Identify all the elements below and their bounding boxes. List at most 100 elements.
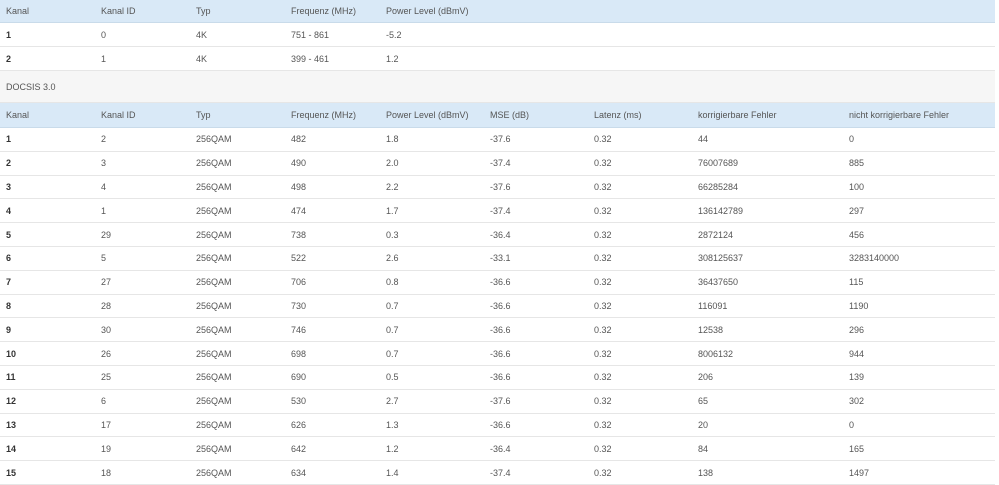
table-cell: -33.1 xyxy=(490,253,511,264)
table-cell: 256QAM xyxy=(196,396,232,407)
column-header: MSE (dB) xyxy=(490,110,530,120)
table-cell: 256QAM xyxy=(196,372,232,383)
table-cell: 2.7 xyxy=(386,396,399,407)
table-cell: 1 xyxy=(101,205,107,216)
table-row: 4 1 256QAM 474 1.7 -37.4 0.32 136142789 297 xyxy=(0,199,995,224)
table-cell: 0.7 xyxy=(386,324,399,335)
table-cell: 1497 xyxy=(849,467,870,478)
table-cell: 2.2 xyxy=(386,181,399,192)
table-cell: 0 xyxy=(101,29,107,40)
table-cell: 0.32 xyxy=(594,229,612,240)
table-row: 10 26 256QAM 698 0.7 -36.6 0.32 8006132 944 xyxy=(0,342,995,366)
table-cell: 634 xyxy=(291,467,307,478)
table-cell: 256QAM xyxy=(196,253,232,264)
table-cell: 2 xyxy=(6,158,12,169)
table-cell: 20 xyxy=(698,419,709,430)
column-header: Kanal xyxy=(6,6,30,16)
table-row: 6 5 256QAM 522 2.6 -33.1 0.32 308125637 32831400… xyxy=(0,247,995,271)
table-cell: 6 xyxy=(6,253,12,264)
table-cell: 1190 xyxy=(849,300,869,311)
table-row: 15 18 256QAM 634 1.4 -37.4 0.32 138 1497 xyxy=(0,461,995,485)
table-cell: 1 xyxy=(6,29,12,40)
table-row: 2 3 256QAM 490 2.0 -37.4 0.32 76007689 885 xyxy=(0,152,995,176)
table-cell: 5 xyxy=(101,253,107,264)
table-cell: -36.4 xyxy=(490,443,511,454)
column-header: Frequenz (MHz) xyxy=(291,6,357,16)
table-cell: 530 xyxy=(291,396,307,407)
table-cell: 100 xyxy=(849,181,865,192)
table-cell: 0.32 xyxy=(594,443,612,454)
table-cell: 12 xyxy=(6,396,17,407)
table-cell: 0.3 xyxy=(386,229,399,240)
table-cell: 0 xyxy=(849,419,855,430)
table-cell: 256QAM xyxy=(196,300,232,311)
table-cell: 0.32 xyxy=(594,158,612,169)
table-cell: -36.6 xyxy=(490,277,511,288)
column-header: Kanal ID xyxy=(101,110,136,120)
table-cell: 482 xyxy=(291,134,307,145)
table-cell: 1 xyxy=(101,53,107,64)
table-row: 1 0 4K 751 - 861 -5.2 xyxy=(0,23,995,47)
table-cell: 256QAM xyxy=(196,467,232,478)
column-header: nicht korrigierbare Fehler xyxy=(849,110,950,120)
table-cell: 165 xyxy=(849,443,865,454)
table-cell: 0.8 xyxy=(386,277,399,288)
table-cell: 13 xyxy=(6,419,17,430)
table-cell: 302 xyxy=(849,396,865,407)
table-cell: -37.4 xyxy=(490,158,511,169)
table-cell: 626 xyxy=(291,419,307,430)
column-header: Typ xyxy=(196,110,211,120)
table-cell: 0.32 xyxy=(594,324,612,335)
table-cell: 256QAM xyxy=(196,419,232,430)
table-cell: 738 xyxy=(291,229,307,240)
table-cell: 256QAM xyxy=(196,205,232,216)
table-cell: 1.2 xyxy=(386,53,399,64)
table-cell: 498 xyxy=(291,181,307,192)
table-row: 3 4 256QAM 498 2.2 -37.6 0.32 66285284 100 xyxy=(0,176,995,200)
table-cell: 642 xyxy=(291,443,307,454)
table-cell: 0.32 xyxy=(594,419,612,430)
table-cell: -36.4 xyxy=(490,229,511,240)
table-cell: 10 xyxy=(6,348,17,359)
table-cell: 0.7 xyxy=(386,348,399,359)
table-cell: 2872124 xyxy=(698,229,734,240)
table-cell: 14 xyxy=(6,443,17,454)
table-cell: 115 xyxy=(849,277,864,288)
table-cell: 19 xyxy=(101,443,112,454)
table-cell: 4 xyxy=(6,205,12,216)
table-cell: -5.2 xyxy=(386,29,402,40)
table-cell: 44 xyxy=(698,134,709,145)
table-cell: -37.6 xyxy=(490,181,511,192)
table-cell: -37.4 xyxy=(490,467,511,478)
header-row: Kanal Kanal ID Typ Frequenz (MHz) Power Leve… xyxy=(0,103,995,128)
table-cell: 2 xyxy=(6,53,12,64)
table-cell: 138 xyxy=(698,467,714,478)
table-cell: 76007689 xyxy=(698,158,739,169)
table-cell: 1.7 xyxy=(386,205,399,216)
table-cell: 1.8 xyxy=(386,134,399,145)
table-cell: 65 xyxy=(698,396,709,407)
table-cell: 8 xyxy=(6,300,12,311)
column-header: korrigierbare Fehler xyxy=(698,110,777,120)
table-cell: -37.4 xyxy=(490,205,511,216)
table-cell: 0.5 xyxy=(386,372,399,383)
table-cell: -36.6 xyxy=(490,372,511,383)
table-cell: 36437650 xyxy=(698,277,739,288)
table-cell: 0.32 xyxy=(594,348,612,359)
table-cell: 206 xyxy=(698,372,714,383)
table-cell: 27 xyxy=(101,277,112,288)
table-cell: 490 xyxy=(291,158,307,169)
column-header: Power Level (dBmV) xyxy=(386,6,469,16)
table-cell: 0.32 xyxy=(594,253,612,264)
table-cell: 256QAM xyxy=(196,348,232,359)
column-header: Kanal ID xyxy=(101,6,136,16)
table-cell: 296 xyxy=(849,324,865,335)
table-row: 7 27 256QAM 706 0.8 -36.6 0.32 36437650 115 xyxy=(0,271,995,295)
table-row: 5 29 256QAM 738 0.3 -36.4 0.32 2872124 456 xyxy=(0,223,995,247)
table-cell: 1.3 xyxy=(386,419,399,430)
table-cell: 4K xyxy=(196,53,208,64)
table-cell: 751 - 861 xyxy=(291,29,330,40)
table-cell: 30 xyxy=(101,324,112,335)
table-cell: 256QAM xyxy=(196,229,232,240)
